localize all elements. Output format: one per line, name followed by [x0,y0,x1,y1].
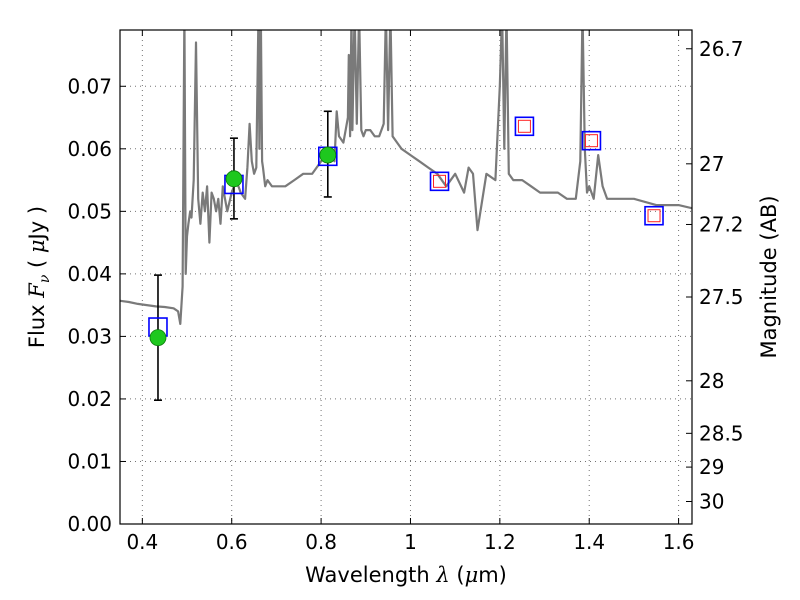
x-tick-label: 1.4 [573,530,605,554]
y-tick-label: 0.00 [67,512,112,536]
model-square-blue [514,116,535,137]
y-tick-label: 0.06 [67,137,112,161]
right-axis-label: Magnitude (AB) [757,195,781,358]
y-axis-label-unit: Jy ) [25,206,49,242]
model-square-red [647,209,661,223]
y-axis-label-symbol: F [25,282,49,299]
right-tick-label: 28 [699,369,724,393]
right-tick-label: 28.5 [699,421,744,445]
right-tick-label: 30 [699,489,724,513]
model-square-red [433,174,447,188]
tick-layer: 0.4 0.6 0.8 1 1.2 1.4 1.6 0.00 0.01 0.02 0.03 0.04 0… [67,30,744,554]
y-axis-label-open: ( [25,253,49,275]
model-square-red [584,134,598,148]
right-tick-label: 27.5 [699,285,744,309]
y-axis-label: Flux Fν ( μJy ) [25,206,53,348]
x-axis-label-symbol: λ [435,563,449,587]
y-tick-label: 0.05 [67,199,112,223]
x-axis-label-open: ( [450,563,465,587]
model-square-blue [644,205,664,226]
x-axis-label-mu: μ [465,563,479,587]
y-tick-label: 0.03 [67,324,112,348]
model-square-blue [429,171,450,192]
y-tick-label: 0.01 [67,449,112,473]
x-tick-label: 0.6 [216,530,248,554]
model-square-blue [581,130,602,151]
data-layer [120,30,692,401]
right-tick-label: 26.7 [699,37,744,61]
x-tick-label: 1 [404,530,417,554]
x-axis-label-main: Wavelength [305,563,436,587]
y-tick-label: 0.07 [67,74,112,98]
grid-layer [120,30,692,525]
observed-point [225,170,243,188]
model-square-red [517,119,531,133]
observed-point [149,329,167,347]
right-tick-label: 27.2 [699,212,744,236]
x-tick-label: 0.4 [126,530,158,554]
y-axis-label-main: Flux [25,298,49,348]
right-tick-label: 29 [699,455,724,479]
observed-point [319,146,337,164]
spectrum-line [120,30,692,325]
x-tick-label: 0.8 [305,530,337,554]
x-tick-label: 1.2 [484,530,516,554]
y-axis-label-mu: μ [25,239,49,253]
plot-frame [119,29,693,525]
x-axis-label-unit: m) [478,563,507,587]
x-axis-label: Wavelength λ (μm) [305,563,507,587]
y-axis-label-sub: ν [37,274,53,283]
right-tick-label: 27 [699,152,724,176]
y-tick-label: 0.04 [67,262,112,286]
x-tick-label: 1.6 [663,530,695,554]
y-tick-label: 0.02 [67,387,112,411]
